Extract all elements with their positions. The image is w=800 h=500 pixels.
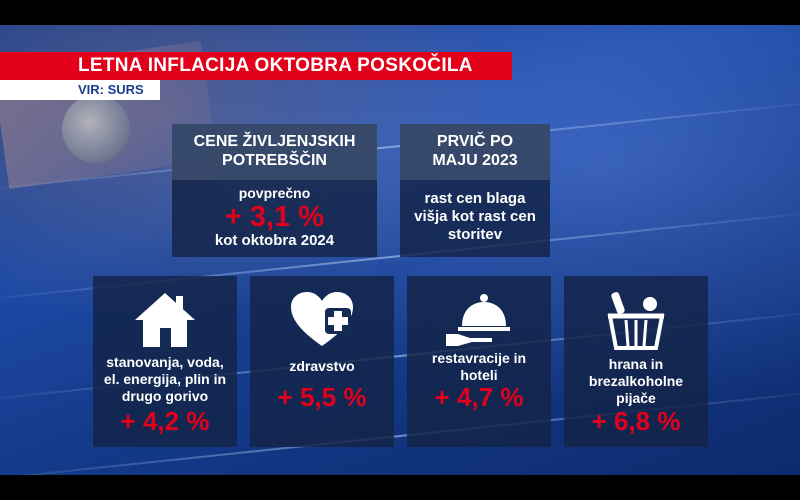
panel-value: + 3,1 % — [224, 201, 325, 233]
summary-panel-goods: PRVIČ PO MAJU 2023 rast cen blaga višja … — [400, 124, 550, 257]
source-label: VIR: SURS — [0, 80, 160, 100]
category-value: + 4,2 % — [120, 406, 210, 436]
category-label: zdravstvo — [289, 358, 355, 374]
category-label: stanovanja, voda, el. energija, plin in … — [103, 354, 227, 404]
category-panel-restaurants: restavracije in hoteli + 4,7 % — [407, 276, 551, 447]
panel-text: rast cen blaga višja kot rast cen storit… — [414, 190, 536, 243]
panel-heading: PRVIČ PO MAJU 2023 — [432, 133, 518, 169]
basket-icon — [604, 290, 668, 357]
category-value: + 6,8 % — [591, 406, 681, 436]
category-panel-health: zdravstvo + 5,5 % — [250, 276, 394, 447]
panel-text: povprečno — [238, 185, 311, 201]
summary-panel-prices: CENE ŽIVLJENJSKIH POTREBŠČIN povprečno +… — [172, 124, 377, 257]
category-panel-food: hrana in brezalkoholne pijače + 6,8 % — [564, 276, 708, 447]
panel-text: kot oktobra 2024 — [214, 232, 335, 249]
category-label: hrana in brezalkoholne pijače — [588, 356, 684, 406]
panel-heading: CENE ŽIVLJENJSKIH POTREBŠČIN — [193, 133, 356, 169]
category-value: + 5,5 % — [277, 382, 367, 412]
category-panel-housing: stanovanja, voda, el. energija, plin in … — [93, 276, 237, 447]
house-icon — [133, 290, 197, 355]
coin-background — [62, 95, 130, 163]
headline-bar: LETNA INFLACIJA OKTOBRA POSKOČILA — [0, 52, 512, 80]
heart-plus-icon — [289, 290, 355, 355]
category-value: + 4,7 % — [434, 382, 524, 412]
cloche-icon — [444, 290, 514, 355]
category-label: restavracije in hoteli — [431, 350, 527, 383]
